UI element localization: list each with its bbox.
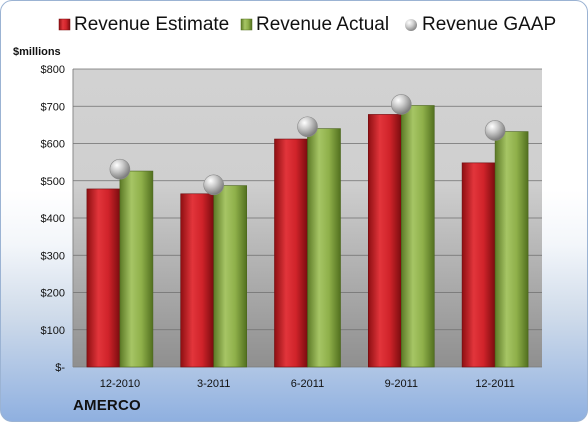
bar-revenue-actual: [494, 131, 529, 368]
marker-revenue-gaap: [390, 94, 412, 115]
y-tick-label: $300: [41, 250, 65, 262]
x-tick-label: 3-2011: [197, 378, 230, 390]
legend-item-revenue-estimate: Revenue Estimate: [58, 14, 229, 35]
legend-label-revenue-estimate: Revenue Estimate: [74, 14, 229, 35]
y-axis-ticks: $- $100 $200 $300 $400 $500 $600 $700 $800: [41, 64, 66, 374]
legend-swatch-revenue-actual: [240, 18, 253, 31]
marker-revenue-gaap: [203, 174, 224, 196]
bar-revenue-actual: [400, 105, 435, 368]
y-tick-label: $100: [41, 325, 65, 337]
bar-revenue-actual: [213, 185, 247, 368]
y-tick-label: $600: [41, 139, 65, 151]
y-tick-label: $800: [41, 64, 65, 76]
marker-revenue-gaap: [109, 158, 131, 180]
y-tick-label: $500: [41, 176, 65, 188]
marker-revenue-gaap: [297, 116, 318, 138]
x-tick-label: 6-2011: [291, 378, 324, 390]
bar-revenue-actual: [307, 128, 341, 368]
legend-marker-revenue-gaap: [405, 19, 417, 31]
bar-revenue-estimate: [367, 114, 402, 368]
x-tick-label: 12-2011: [475, 378, 515, 390]
legend-label-revenue-gaap: Revenue GAAP: [422, 14, 556, 35]
y-tick-label: $700: [41, 101, 65, 113]
legend-item-revenue-actual: Revenue Actual: [240, 14, 389, 35]
company-name: AMERCO: [73, 397, 141, 414]
y-tick-label: $400: [41, 213, 65, 225]
marker-revenue-gaap: [484, 120, 506, 141]
bar-revenue-estimate: [461, 162, 496, 368]
y-tick-label: $200: [41, 288, 65, 300]
x-tick-label: 12-2010: [100, 378, 140, 390]
x-axis-ticks: 12-2010 3-2011 6-2011 9-2011 12-2011: [100, 378, 515, 390]
chart-legend: Revenue Estimate Revenue Actual Revenue …: [58, 14, 556, 35]
gaap-markers: [109, 94, 506, 196]
x-tick-label: 9-2011: [385, 378, 418, 390]
legend-label-revenue-actual: Revenue Actual: [256, 14, 389, 35]
bar-revenue-estimate: [86, 188, 121, 368]
bars: [86, 105, 529, 368]
y-tick-label: $-: [55, 362, 65, 374]
legend-swatch-revenue-estimate: [58, 18, 71, 31]
bar-revenue-estimate: [180, 193, 214, 368]
bar-revenue-estimate: [274, 138, 308, 368]
legend-item-revenue-gaap: Revenue GAAP: [405, 14, 556, 35]
bar-revenue-actual: [119, 170, 154, 368]
y-unit-label: $millions: [13, 46, 61, 58]
